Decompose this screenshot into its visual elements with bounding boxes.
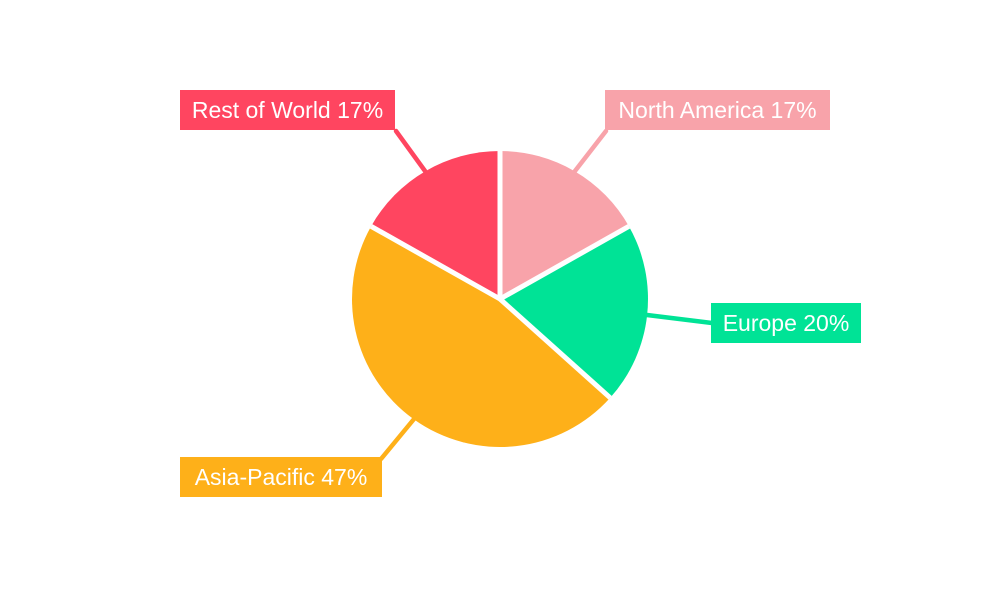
leader-line-rest-of-world — [393, 128, 428, 174]
leader-line-north-america — [572, 128, 609, 174]
pie-slice-asia-pacific — [352, 226, 611, 447]
pie-slice-europe — [500, 226, 648, 398]
leader-line-asia-pacific — [378, 416, 417, 462]
pie-label-europe: Europe 20% — [711, 303, 861, 343]
pie-label-text: Europe 20% — [722, 310, 850, 336]
slice-separator — [369, 224, 502, 302]
pie-label-text: Rest of World 17% — [191, 97, 384, 123]
pie-label-north-america: North America 17% — [605, 90, 830, 130]
slice-separator — [498, 224, 631, 302]
pie-label-asia-pacific: Asia-Pacific 47% — [180, 457, 382, 497]
pie-label-text: North America 17% — [618, 97, 817, 123]
leader-line-europe — [644, 312, 715, 326]
pie-label-text: Asia-Pacific 47% — [194, 464, 368, 490]
pie-label-rest-of-world: Rest of World 17% — [180, 90, 395, 130]
slice-separator — [498, 297, 612, 400]
pie-slice-rest-of-world — [371, 151, 500, 299]
pie-slice-north-america — [500, 151, 629, 299]
